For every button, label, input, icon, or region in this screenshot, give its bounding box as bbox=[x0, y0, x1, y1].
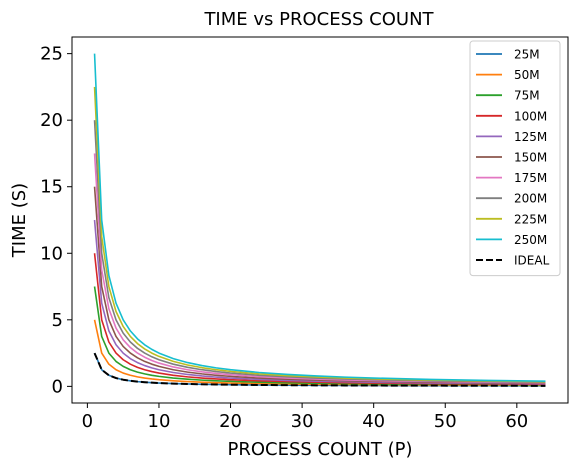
x-axis-label: PROCESS COUNT (P) bbox=[227, 439, 412, 460]
series-line-225m bbox=[93, 86, 546, 383]
series-line-ideal bbox=[93, 352, 546, 387]
series-line-100m bbox=[93, 253, 546, 386]
series-line-250m bbox=[93, 53, 546, 382]
x-axis: 0 10 20 30 40 50 60 bbox=[82, 403, 528, 432]
series-line-150m bbox=[93, 186, 546, 385]
legend-label-150m: 150M bbox=[514, 151, 547, 165]
y-tick-label: 15 bbox=[40, 177, 63, 198]
series-layer bbox=[93, 53, 546, 387]
x-tick-label: 30 bbox=[291, 411, 314, 432]
series-line-75m bbox=[93, 286, 546, 386]
x-tick-label: 10 bbox=[148, 411, 171, 432]
legend-label-75m: 75M bbox=[514, 89, 540, 103]
x-tick-label: 50 bbox=[434, 411, 457, 432]
y-tick-label: 10 bbox=[40, 243, 63, 264]
legend-label-100m: 100M bbox=[514, 109, 547, 123]
y-axis: 0 5 10 15 20 25 bbox=[40, 44, 72, 397]
series-line-200m bbox=[93, 120, 546, 383]
series-line-175m bbox=[93, 153, 546, 384]
x-tick-label: 0 bbox=[82, 411, 93, 432]
chart-title: TIME vs PROCESS COUNT bbox=[203, 9, 434, 30]
legend-label-25m: 25M bbox=[514, 48, 540, 62]
legend-box bbox=[469, 40, 561, 277]
y-tick-label: 5 bbox=[52, 310, 63, 331]
legend-label-200m: 200M bbox=[514, 192, 547, 206]
plot-frame bbox=[71, 36, 569, 404]
y-axis-label: TIME (S) bbox=[9, 183, 30, 258]
legend-label-125m: 125M bbox=[514, 130, 547, 144]
legend-label-50m: 50M bbox=[514, 68, 540, 82]
legend-label-ideal: IDEAL bbox=[514, 254, 550, 268]
x-tick-label: 40 bbox=[362, 411, 385, 432]
legend-label-175m: 175M bbox=[514, 171, 547, 185]
series-line-125m bbox=[93, 219, 546, 385]
x-tick-label: 20 bbox=[219, 411, 242, 432]
legend-label-225m: 225M bbox=[514, 212, 547, 226]
y-tick-label: 0 bbox=[52, 376, 63, 397]
y-tick-label: 20 bbox=[40, 110, 63, 131]
legend-label-250m: 250M bbox=[514, 233, 547, 247]
x-tick-label: 60 bbox=[505, 411, 528, 432]
legend: 25M 50M 75M 100M 125M 150M 175M 200M 225M 250M IDE… bbox=[469, 40, 561, 277]
y-tick-label: 25 bbox=[40, 44, 63, 65]
